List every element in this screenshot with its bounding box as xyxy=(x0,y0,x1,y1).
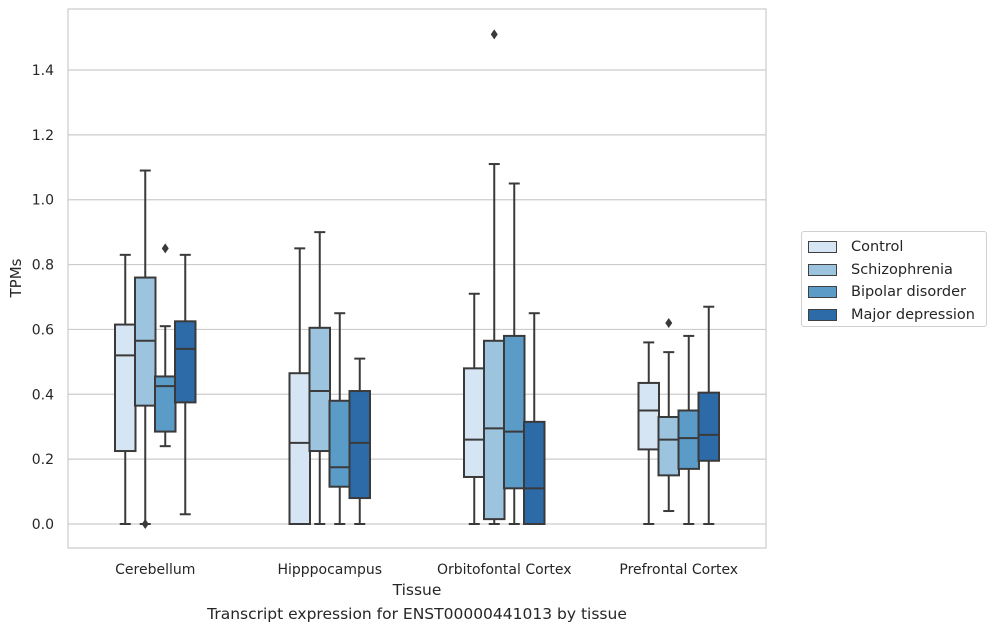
legend-item: Major depression xyxy=(808,304,986,327)
box-iqr xyxy=(523,420,546,526)
box-iqr xyxy=(657,415,680,477)
x-tick-label: Prefrontal Cortex xyxy=(619,562,738,578)
box-major-depression xyxy=(697,305,720,525)
legend-item: Bipolar disorder xyxy=(808,281,986,304)
legend-label: Schizophrenia xyxy=(851,261,953,278)
y-tick-label: 0.8 xyxy=(32,258,54,274)
y-tick-labels: 0.0 0.2 0.4 0.6 0.8 1.0 1.2 1.4 xyxy=(32,63,54,533)
y-tick-label: 0.6 xyxy=(32,322,54,338)
x-tick-label: Orbitofontal Cortex xyxy=(437,562,572,578)
box-iqr xyxy=(677,409,700,470)
x-axis-label: Tissue xyxy=(392,581,442,599)
y-axis-label: TPMs xyxy=(7,258,25,298)
y-tick-label: 0.0 xyxy=(32,517,54,533)
box-iqr xyxy=(483,339,506,521)
box-control xyxy=(637,341,660,525)
legend-label: Bipolar disorder xyxy=(851,284,966,301)
chart-caption: Transcript expression for ENST0000044101… xyxy=(207,605,627,623)
legend: Control Schizophrenia Bipolar disorder Majo… xyxy=(801,231,987,327)
box-iqr xyxy=(114,323,137,453)
box-bipolar-disorder xyxy=(154,243,177,448)
box-major-depression xyxy=(174,253,197,516)
box-schizophrenia xyxy=(483,29,506,525)
outlier-marker xyxy=(161,243,169,254)
box-iqr xyxy=(463,367,486,478)
box-iqr xyxy=(348,390,371,500)
y-tick-label: 1.0 xyxy=(32,193,54,209)
legend-swatch xyxy=(808,286,837,299)
y-tick-label: 0.2 xyxy=(32,452,54,468)
outlier-marker xyxy=(665,317,673,328)
box-control xyxy=(114,253,137,525)
box-iqr xyxy=(308,326,331,453)
x-tick-label: Hipppocampus xyxy=(277,562,382,578)
legend-label: Major depression xyxy=(851,306,975,323)
box-schizophrenia xyxy=(134,169,157,529)
legend-swatch xyxy=(808,241,837,254)
legend-item: Schizophrenia xyxy=(808,259,986,282)
legend-label: Control xyxy=(851,239,904,256)
y-tick-label: 1.4 xyxy=(32,63,54,79)
x-tick-label: Cerebellum xyxy=(115,562,195,578)
box-iqr xyxy=(154,375,177,433)
outlier-marker xyxy=(141,519,149,529)
y-tick-label: 0.4 xyxy=(32,387,54,403)
box-control xyxy=(288,247,311,526)
box-bipolar-disorder xyxy=(677,334,700,525)
box-iqr xyxy=(288,372,311,526)
box-iqr xyxy=(328,399,351,488)
x-tick-labels: Cerebellum Hipppocampus Orbitofontal Corte… xyxy=(115,562,738,578)
box-schizophrenia xyxy=(308,231,331,525)
box-iqr xyxy=(174,320,197,404)
boxes xyxy=(114,29,720,529)
box-schizophrenia xyxy=(657,317,680,513)
box-iqr xyxy=(637,381,660,451)
legend-swatch xyxy=(808,263,837,276)
outlier-marker xyxy=(490,29,498,40)
box-major-depression xyxy=(348,357,371,525)
y-tick-label: 1.2 xyxy=(32,128,54,144)
box-iqr xyxy=(697,391,720,462)
box-major-depression xyxy=(523,312,546,526)
box-bipolar-disorder xyxy=(503,182,526,525)
legend-swatch xyxy=(808,308,837,321)
box-iqr xyxy=(503,334,526,490)
legend-item: Control xyxy=(808,236,986,259)
